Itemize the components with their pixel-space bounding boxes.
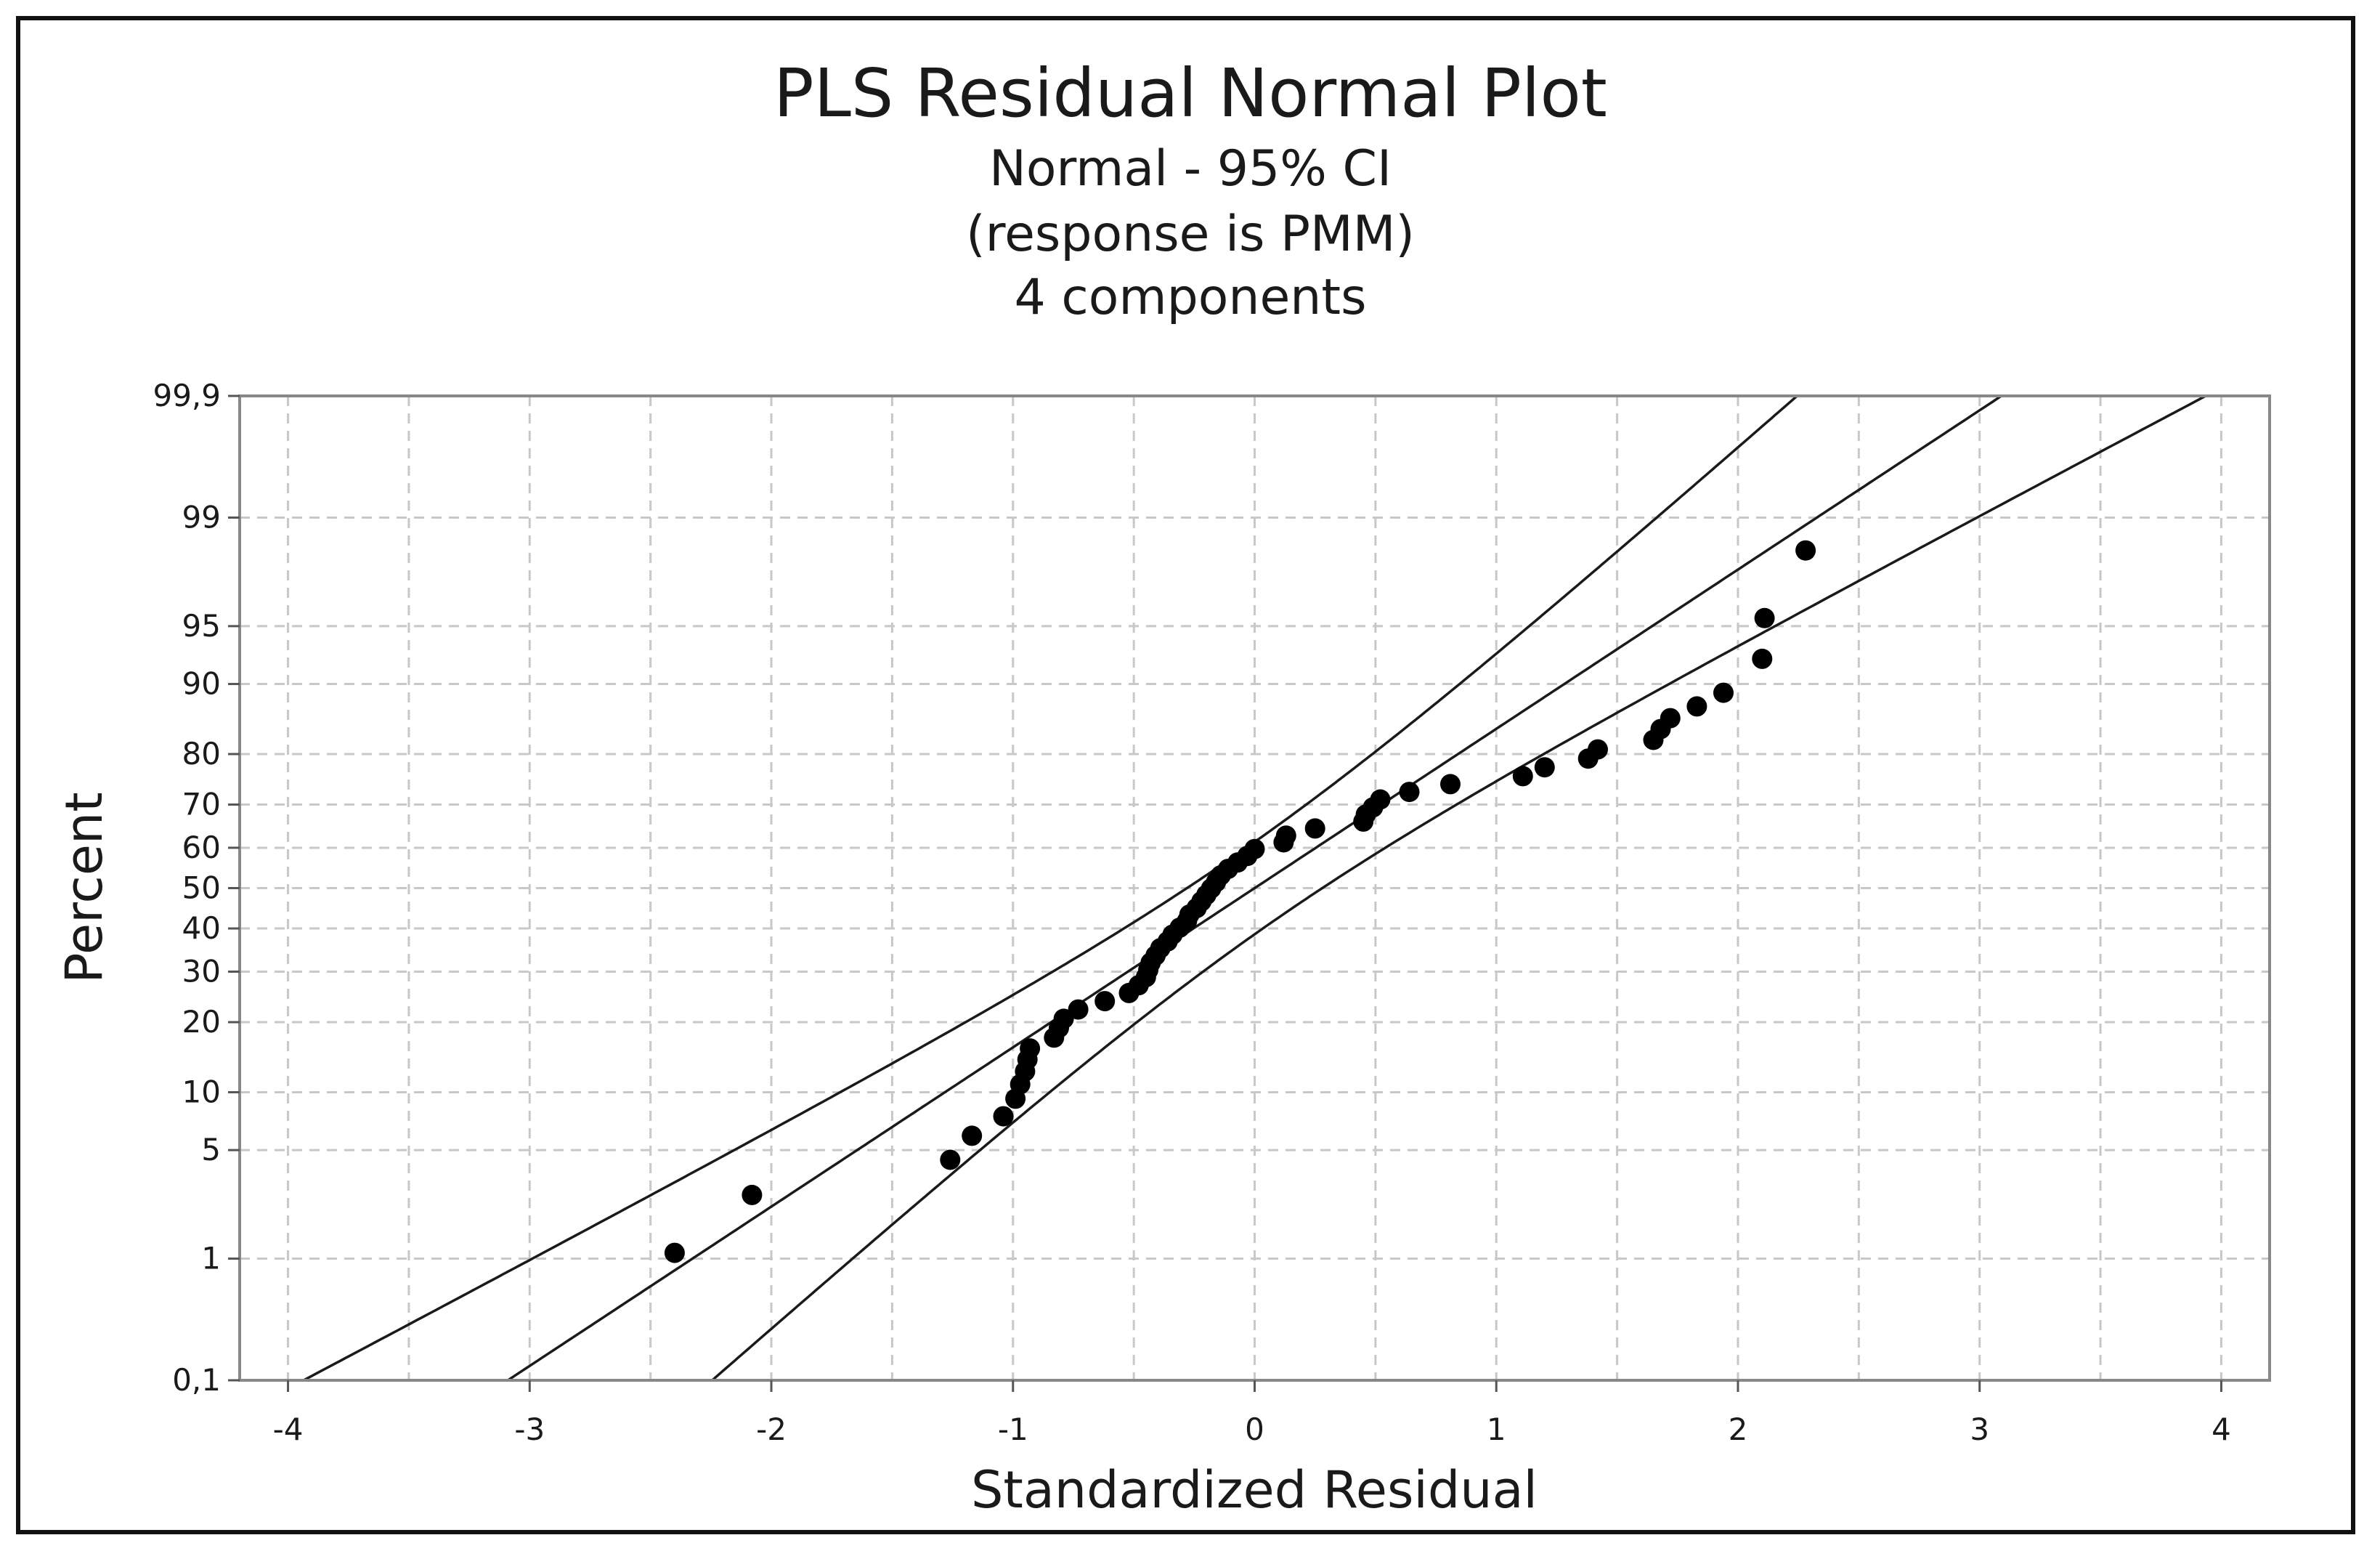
x-tick-label: -1 [998, 1412, 1028, 1447]
y-tick-label: 50 [182, 870, 221, 906]
data-point [1020, 1038, 1041, 1059]
data-point [962, 1125, 983, 1146]
data-point [1512, 766, 1533, 787]
data-point [1795, 540, 1816, 561]
chart-subtitle-1: Normal - 95% CI [989, 140, 1392, 198]
data-point [1068, 999, 1089, 1020]
y-tick-label: 80 [182, 736, 221, 772]
data-point [1440, 774, 1461, 795]
data-point [993, 1106, 1014, 1127]
y-tick-label: 20 [182, 1004, 221, 1040]
data-point [1588, 739, 1608, 760]
x-tick-label: -4 [273, 1412, 304, 1447]
data-point [1754, 607, 1775, 628]
x-tick-label: -3 [514, 1412, 545, 1447]
x-tick-label: 2 [1729, 1412, 1748, 1447]
y-tick-label: 1 [201, 1241, 221, 1276]
y-tick-label: 95 [182, 608, 221, 644]
y-tick-label: 90 [182, 666, 221, 702]
data-point [742, 1184, 763, 1205]
y-tick-label: 30 [182, 953, 221, 989]
figure-border [16, 16, 2355, 1534]
y-tick-label: 70 [182, 787, 221, 822]
data-point [1686, 696, 1707, 717]
x-tick-label: 4 [2212, 1412, 2231, 1447]
data-point [1275, 825, 1296, 846]
data-point [1094, 991, 1116, 1012]
y-tick-label: 99 [182, 499, 221, 535]
x-tick-label: -2 [756, 1412, 787, 1447]
chart-title: PLS Residual Normal Plot [773, 54, 1607, 132]
data-point [1713, 682, 1734, 703]
y-tick-label: 10 [182, 1074, 221, 1109]
y-tick-label: 99,9 [153, 378, 221, 413]
data-point [1304, 818, 1325, 839]
data-point [1660, 708, 1681, 729]
chart-subtitle-3: 4 components [1015, 269, 1367, 326]
y-tick-label: 40 [182, 910, 221, 946]
y-tick-label: 0,1 [172, 1362, 221, 1398]
data-point [664, 1242, 685, 1263]
data-point [1752, 648, 1773, 669]
axis-ticks: -4 -3 -2 -1 0 1 2 3 4 0,1 1 5 10 20 30 40 50 60 70 80 90 95 99… [153, 378, 2230, 1447]
x-tick-label: 0 [1245, 1412, 1264, 1447]
x-axis-label: Standardized Residual [971, 1460, 1538, 1520]
data-point [1399, 782, 1420, 803]
ci-upper-band [301, 396, 1800, 1380]
data-point [940, 1149, 961, 1170]
data-point [1370, 789, 1391, 810]
y-tick-label: 5 [201, 1132, 221, 1167]
data-point [1534, 757, 1555, 778]
ci-lower-band [710, 396, 2209, 1380]
x-tick-label: 1 [1487, 1412, 1506, 1447]
chart-subtitle-2: (response is PMM) [966, 206, 1415, 263]
data-point [1244, 838, 1265, 859]
data-point [1053, 1008, 1074, 1029]
fit-and-ci-lines [301, 396, 2209, 1380]
x-tick-label: 3 [1970, 1412, 1989, 1447]
data-points [664, 540, 1816, 1263]
y-tick-label: 60 [182, 830, 221, 865]
fitted-line [505, 396, 2004, 1380]
y-axis-label: Percent [54, 792, 114, 983]
